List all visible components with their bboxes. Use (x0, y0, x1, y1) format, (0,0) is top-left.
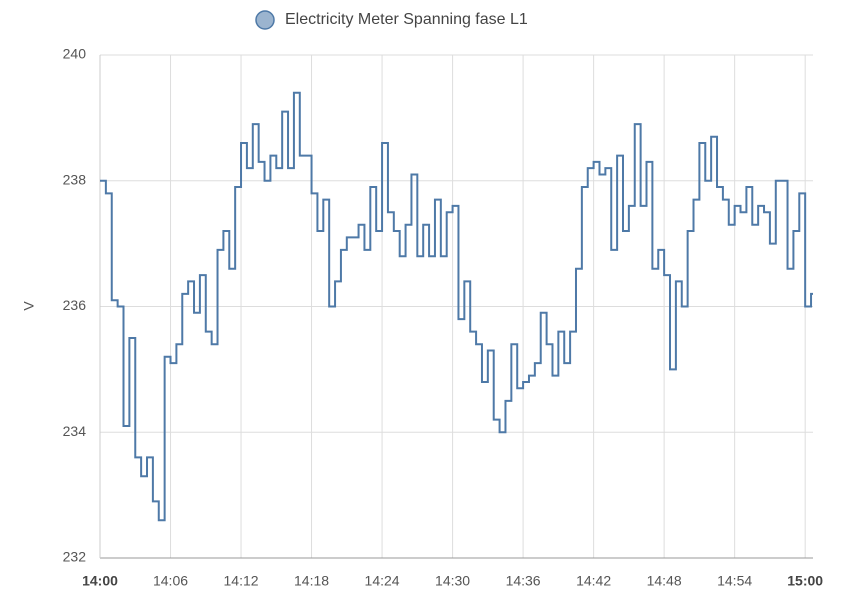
x-tick-label: 14:48 (647, 573, 682, 589)
y-tick-label: 240 (63, 46, 87, 62)
x-tick-label: 14:54 (717, 573, 752, 589)
x-tick-label: 14:18 (294, 573, 329, 589)
y-axis-label: V (21, 301, 37, 311)
x-tick-label: 14:00 (82, 573, 118, 589)
x-tick-label: 14:30 (435, 573, 470, 589)
legend-label[interactable]: Electricity Meter Spanning fase L1 (285, 11, 528, 28)
y-tick-label: 238 (63, 171, 87, 187)
y-tick-label: 236 (63, 297, 87, 313)
x-tick-label: 14:24 (365, 573, 400, 589)
x-tick-label: 14:36 (506, 573, 541, 589)
x-tick-label: 14:06 (153, 573, 188, 589)
x-tick-label: 14:42 (576, 573, 611, 589)
series-line (100, 91, 813, 522)
x-tick-label: 14:12 (224, 573, 259, 589)
y-tick-label: 232 (63, 549, 87, 565)
y-tick-label: 234 (63, 423, 87, 439)
x-tick-label: 15:00 (787, 573, 823, 589)
legend-marker[interactable] (255, 10, 275, 30)
